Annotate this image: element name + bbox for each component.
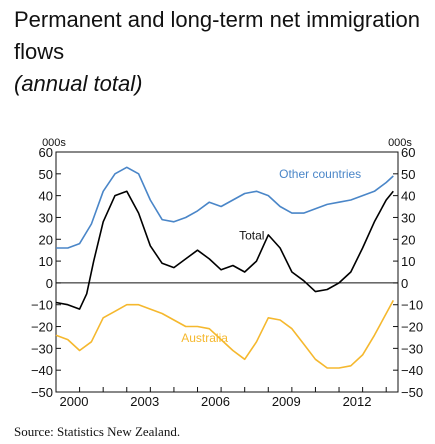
- y-tick-label-left: 20: [39, 232, 53, 247]
- plot-frame: [55, 151, 399, 393]
- y-tick-label-right: 10: [401, 254, 415, 269]
- y-tick-label-left: −10: [31, 298, 53, 313]
- y-tick-label-right: 0: [401, 276, 408, 291]
- y-tick-label-left: 30: [39, 210, 53, 225]
- y-axis-unit-right: 000s: [388, 137, 412, 149]
- y-tick-label-right: 50: [401, 167, 415, 182]
- y-tick-label-left: 10: [39, 254, 53, 269]
- series-label-other-countries: Other countries: [279, 167, 361, 181]
- y-axis-unit-left: 000s: [42, 137, 66, 149]
- y-tick-label-right: −40: [401, 363, 423, 378]
- y-tick-label-right: 40: [401, 189, 415, 204]
- x-tick-label: 2006: [201, 394, 230, 409]
- x-tick-label: 2012: [343, 394, 372, 409]
- y-tick-label-left: 40: [39, 189, 53, 204]
- series-label-australia: Australia: [181, 331, 228, 345]
- x-tick-label: 2009: [272, 394, 301, 409]
- y-tick-label-left: 60: [39, 145, 53, 160]
- series-line-australia: [55, 300, 395, 369]
- x-tick-label: 2000: [60, 394, 89, 409]
- y-tick-label-right: 30: [401, 210, 415, 225]
- y-tick-label-right: 60: [401, 145, 415, 160]
- chart-title-line-2: flows: [14, 39, 65, 64]
- y-tick-label-right: 20: [401, 232, 415, 247]
- y-tick-label-left: 50: [39, 167, 53, 182]
- y-tick-label-right: −20: [401, 320, 423, 335]
- y-tick-label-left: −20: [31, 320, 53, 335]
- series-line-total: [55, 190, 394, 310]
- y-tick-label-left: −40: [31, 363, 53, 378]
- y-tick-label-left: 0: [46, 276, 53, 291]
- x-tick-label: 2003: [130, 394, 159, 409]
- series-label-total: Total: [239, 228, 264, 242]
- y-tick-label-right: −50: [401, 385, 423, 400]
- y-tick-label-right: −10: [401, 298, 423, 313]
- y-tick-label-right: −30: [401, 341, 423, 356]
- series-line-other-countries: [56, 166, 394, 249]
- chart-title-line-1: Permanent and long-term net immigration: [14, 7, 420, 32]
- y-tick-label-left: −50: [31, 385, 53, 400]
- chart-subtitle: (annual total): [14, 71, 143, 96]
- source-note: Source: Statistics New Zealand.: [14, 424, 181, 439]
- y-tick-label-left: −30: [31, 341, 53, 356]
